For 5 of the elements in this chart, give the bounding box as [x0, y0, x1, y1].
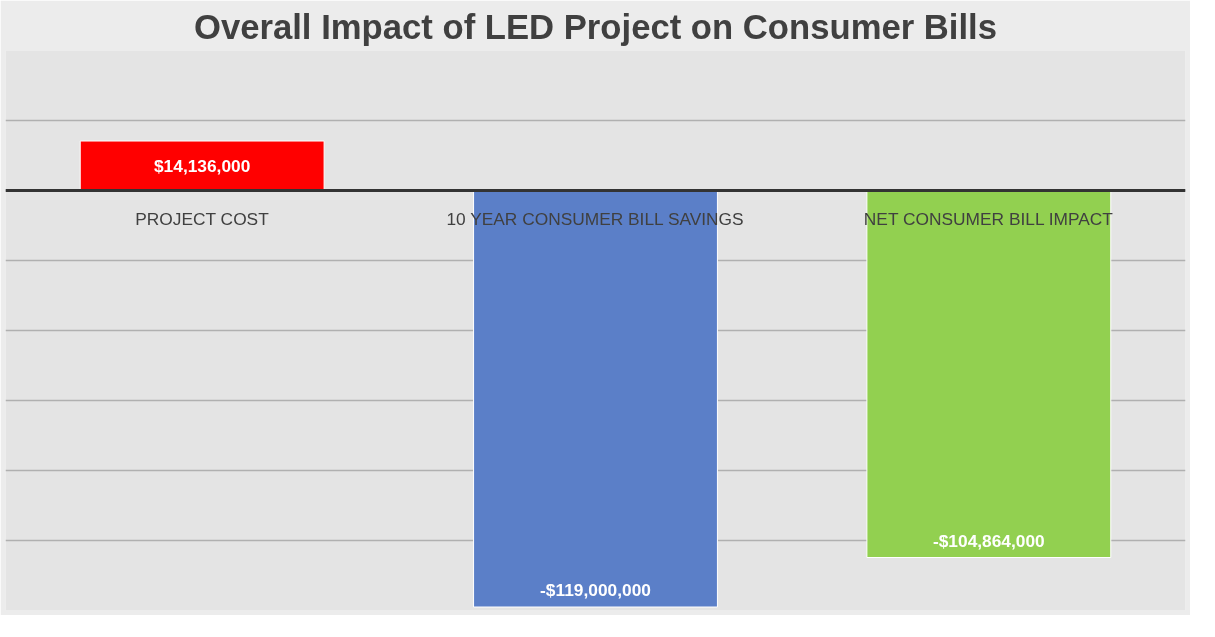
- x-tick-label: PROJECT COST: [135, 208, 270, 229]
- data-label: $14,136,000: [153, 155, 251, 176]
- data-label: -$119,000,000: [540, 580, 651, 601]
- chart-title: Overall Impact of LED Project on Consumer Bills: [193, 7, 998, 46]
- data-label: -$104,864,000: [932, 530, 1045, 551]
